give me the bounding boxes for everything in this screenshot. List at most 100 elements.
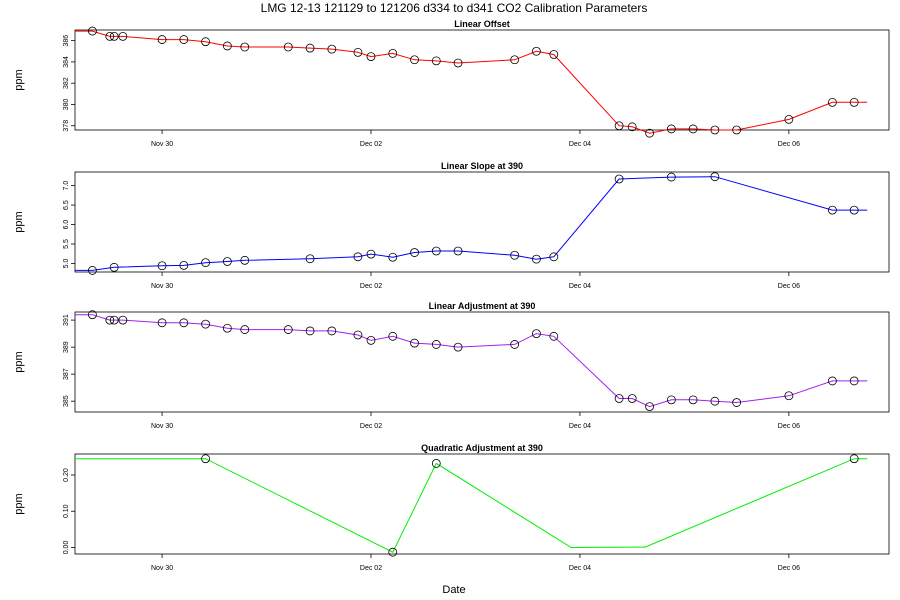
data-point bbox=[710, 172, 720, 182]
data-point bbox=[666, 395, 676, 405]
x-tick-label: Dec 06 bbox=[778, 283, 800, 290]
data-point bbox=[353, 330, 363, 340]
data-point bbox=[157, 261, 167, 271]
data-point bbox=[88, 310, 97, 320]
data-point bbox=[732, 398, 742, 407]
y-tick-label: 389 bbox=[63, 341, 70, 353]
x-tick-label: Dec 06 bbox=[778, 141, 800, 148]
data-point bbox=[388, 49, 398, 58]
x-tick-label: Dec 06 bbox=[778, 423, 800, 430]
data-point bbox=[614, 394, 624, 403]
data-point bbox=[828, 205, 837, 215]
data-point bbox=[240, 255, 250, 265]
data-point bbox=[283, 325, 293, 334]
y-tick-label: 6.0 bbox=[63, 220, 70, 230]
panel-2: Linear Slope at 390 ppm 5.0 5.5 6.0 6.5 7.0 Nov… bbox=[13, 161, 890, 290]
x-tick-label: Dec 04 bbox=[569, 283, 591, 290]
y-tick-label: 5.0 bbox=[63, 258, 70, 268]
x-axis-label: Date bbox=[442, 584, 465, 596]
data-point bbox=[784, 114, 794, 124]
data-point bbox=[366, 335, 376, 345]
data-point bbox=[710, 396, 720, 406]
data-point bbox=[453, 246, 463, 256]
data-point bbox=[431, 56, 441, 66]
x-tick-label: Dec 04 bbox=[569, 423, 591, 430]
data-point bbox=[105, 31, 115, 41]
panel-3: Linear Adjustment at 390 ppm 385 387 389 391 N… bbox=[13, 301, 890, 430]
data-point bbox=[849, 376, 859, 386]
data-point bbox=[201, 37, 210, 47]
data-point bbox=[88, 266, 97, 275]
x-tick-label: Dec 02 bbox=[360, 141, 382, 148]
x-tick-label: Nov 30 bbox=[151, 565, 173, 572]
figure-title: LMG 12-13 121129 to 121206 d334 to d341 … bbox=[261, 1, 648, 15]
y-tick-label: 6.5 bbox=[63, 200, 70, 210]
data-point bbox=[222, 41, 232, 51]
y-tick-label: 0.00 bbox=[63, 541, 70, 555]
data-point bbox=[627, 122, 637, 132]
y-tick-label: 0.10 bbox=[63, 504, 70, 518]
data-point bbox=[849, 454, 859, 464]
panel-4: Quadratic Adjustment at 390 ppm 0.00 0.10 0.… bbox=[13, 443, 890, 572]
data-point bbox=[366, 52, 376, 61]
data-point bbox=[614, 121, 624, 131]
y-tick-label: 391 bbox=[63, 314, 70, 326]
data-point bbox=[201, 454, 210, 464]
data-point bbox=[179, 318, 189, 328]
data-point bbox=[327, 326, 337, 336]
series-line bbox=[75, 314, 868, 408]
y-tick-label: 387 bbox=[63, 368, 70, 380]
data-point bbox=[201, 319, 210, 329]
x-tick-label: Dec 02 bbox=[360, 283, 382, 290]
series-line bbox=[75, 458, 868, 553]
data-point bbox=[532, 254, 541, 264]
y-axis-label: ppm bbox=[13, 493, 25, 514]
data-point bbox=[179, 260, 189, 270]
data-point bbox=[222, 257, 232, 266]
data-point bbox=[453, 58, 463, 68]
x-tick-label: Dec 02 bbox=[360, 565, 382, 572]
data-point bbox=[532, 329, 541, 339]
data-point bbox=[327, 44, 337, 54]
y-tick-label: 382 bbox=[63, 77, 70, 89]
data-point bbox=[388, 547, 398, 557]
y-tick-label: 380 bbox=[63, 99, 70, 111]
data-point bbox=[305, 326, 315, 336]
data-point bbox=[388, 252, 398, 262]
data-point bbox=[688, 395, 698, 405]
data-point bbox=[431, 459, 441, 468]
panel-title: Linear Offset bbox=[454, 19, 510, 29]
data-point bbox=[201, 258, 210, 268]
y-tick-label: 7.0 bbox=[63, 181, 70, 191]
data-point bbox=[410, 55, 419, 65]
chart-panels: Linear Offset ppm 378 380 382 384 386 Nov 30 Dec… bbox=[13, 19, 890, 572]
data-point bbox=[388, 331, 398, 341]
y-axis-label: ppm bbox=[13, 351, 25, 372]
x-tick-label: Nov 30 bbox=[151, 141, 173, 148]
data-point bbox=[109, 262, 119, 272]
series-line bbox=[75, 30, 868, 134]
data-point bbox=[366, 249, 376, 259]
data-point bbox=[732, 125, 742, 135]
y-tick-label: 0.20 bbox=[63, 468, 70, 482]
data-point bbox=[283, 42, 293, 52]
data-point bbox=[179, 35, 189, 44]
data-point bbox=[353, 47, 363, 57]
plot-frame bbox=[74, 171, 890, 273]
plot-frame bbox=[74, 453, 890, 555]
data-point bbox=[849, 205, 859, 215]
data-point bbox=[431, 340, 441, 349]
data-point bbox=[240, 325, 250, 334]
y-tick-label: 384 bbox=[63, 56, 70, 68]
data-point bbox=[118, 31, 128, 41]
data-point bbox=[645, 128, 654, 138]
y-axis-label: ppm bbox=[13, 211, 25, 232]
data-point bbox=[410, 338, 419, 348]
data-point bbox=[510, 250, 520, 260]
data-point bbox=[157, 318, 167, 328]
y-tick-label: 5.5 bbox=[63, 239, 70, 249]
panel-title: Quadratic Adjustment at 390 bbox=[421, 443, 543, 453]
data-point bbox=[105, 315, 115, 325]
data-point bbox=[109, 315, 119, 325]
